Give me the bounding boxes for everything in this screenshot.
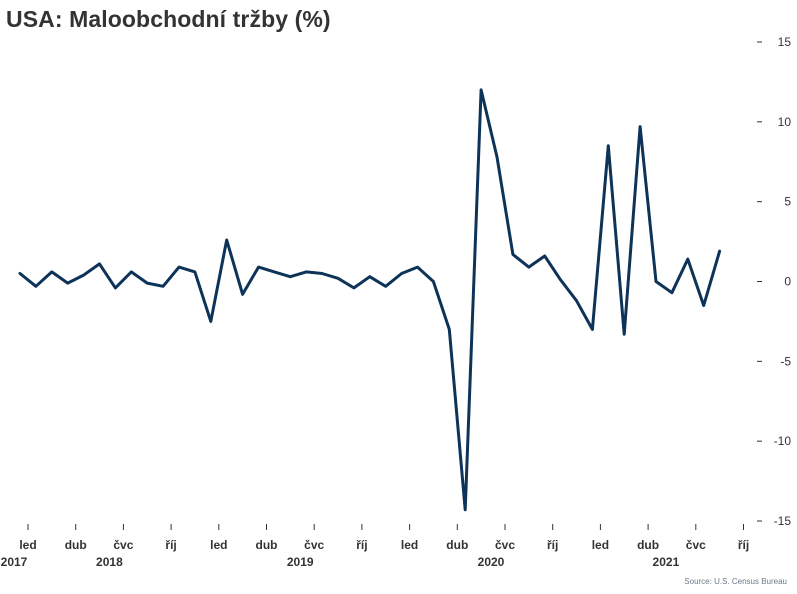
y-tick-label: 5	[784, 195, 791, 209]
x-month-label: dub	[256, 538, 278, 552]
y-tick-label: 15	[778, 35, 792, 49]
series-line	[18, 88, 722, 512]
x-axis: led dub čvc říj led dub čvc říj led dub čvc říj led d…	[1, 524, 749, 569]
source-note: Source: U.S. Census Bureau	[684, 577, 787, 586]
y-tick-label: -5	[780, 354, 791, 368]
y-tick-label: 10	[778, 115, 792, 129]
y-tick-label: -15	[774, 514, 792, 528]
x-year-label: 2019	[287, 555, 314, 569]
x-month-label: říj	[356, 538, 367, 552]
x-month-label: led	[592, 538, 609, 552]
x-month-label: led	[401, 538, 418, 552]
x-month-label: říj	[547, 538, 558, 552]
x-year-label: 2017	[1, 555, 28, 569]
x-month-label: čvc	[686, 538, 706, 552]
x-month-label: čvc	[495, 538, 515, 552]
y-axis: 15 10 5 0 -5 -10 -15	[757, 35, 791, 528]
plot-area	[18, 88, 722, 512]
x-month-label: dub	[446, 538, 468, 552]
y-tick-label: -10	[774, 434, 792, 448]
x-month-label: říj	[738, 538, 749, 552]
x-month-label: led	[210, 538, 227, 552]
x-month-label: led	[19, 538, 36, 552]
x-year-label: 2020	[478, 555, 505, 569]
x-year-label: 2021	[653, 555, 680, 569]
x-month-label: dub	[65, 538, 87, 552]
y-tick-label: 0	[784, 275, 791, 289]
x-month-label: čvc	[113, 538, 133, 552]
x-month-label: dub	[637, 538, 659, 552]
x-month-label: říj	[165, 538, 176, 552]
chart-title: USA: Maloobchodní tržby (%)	[6, 6, 331, 32]
x-year-label: 2018	[96, 555, 123, 569]
x-month-label: čvc	[304, 538, 324, 552]
